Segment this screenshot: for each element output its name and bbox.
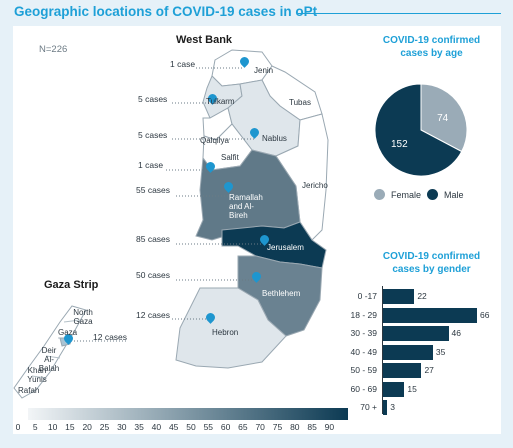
scale-tick-label: 70 (255, 422, 265, 432)
label-tubas: Tubas (289, 98, 311, 107)
label-nablus: Nablus (262, 134, 287, 143)
bar-category-label: 30 - 39 (350, 328, 377, 338)
bar-chart-axis (382, 286, 383, 414)
scale-tick-label: 65 (238, 422, 248, 432)
legend-female-swatch (374, 189, 385, 200)
pie-slice-female (420, 83, 468, 153)
scale-tick-label: 85 (307, 422, 317, 432)
bar (383, 326, 449, 341)
scale-tick-label: 5 (32, 422, 38, 432)
scale-tick-label: 75 (272, 422, 283, 432)
map-region-hebron (175, 287, 287, 369)
map-gaza-divider-1 (63, 319, 81, 323)
label-jerusalem: Jerusalem (267, 243, 304, 252)
scale-tick-label: 60 (220, 422, 231, 432)
map-region-gaza-strip (13, 305, 87, 399)
legend-female-label: Female (391, 190, 422, 200)
scale-tick-label: 10 (47, 422, 58, 432)
bar (383, 307, 477, 323)
label-bethlehem: Bethlehem (262, 289, 301, 298)
age-pie-chart: 74 152 (374, 83, 468, 177)
label-hebron: Hebron (212, 328, 239, 337)
map-gaza-divider-4 (31, 375, 47, 379)
age-chart-title: COVID-19 confirmed cases by age (382, 35, 481, 59)
header-rule (298, 13, 501, 14)
pie-value-label: 152 (391, 139, 408, 150)
label-ramallah: Ramallah and Al-Bireh (229, 193, 263, 220)
scale-tick-label: 80 (290, 422, 300, 432)
bar (383, 363, 422, 378)
bar-category-label: 50 - 59 (350, 365, 377, 375)
scale-tick-label: 25 (99, 422, 110, 432)
map-gaza-divider-3 (45, 355, 61, 359)
bar (383, 381, 405, 397)
case-label-hebron: 12 cases (136, 310, 171, 320)
bar-category-label: 0 -17 (357, 291, 377, 301)
scale-tick-label: 0 (15, 422, 21, 432)
legend-male-swatch (427, 189, 438, 200)
bar-value-label: 35 (435, 346, 446, 357)
case-label-gaza: 12 cases (93, 332, 128, 342)
case-label-tulkarm: 5 cases (138, 94, 168, 104)
sample-size-label: N=226 (39, 44, 68, 55)
bar-value-label: 3 (390, 402, 395, 412)
label-salfit: Salfit (221, 153, 239, 162)
color-scale-bar (28, 408, 348, 420)
case-label-ramallah: 55 cases (136, 185, 171, 195)
scale-tick-label: 30 (117, 422, 127, 432)
scale-tick-label: 35 (134, 422, 144, 432)
header: Geographic locations of COVID-19 cases i… (0, 0, 513, 28)
label-jericho: Jericho (302, 181, 328, 190)
scale-tick-label: 55 (203, 422, 214, 432)
case-label-jenin: 1 case (170, 59, 196, 69)
bar-value-label: 15 (407, 383, 417, 394)
label-jenin: Jenin (254, 66, 274, 75)
scale-tick-label: 20 (82, 422, 92, 432)
legend-male-label: Male (444, 190, 464, 200)
label-north-gaza: North Gaza (73, 308, 93, 326)
page-title: Geographic locations of COVID-19 cases i… (14, 4, 318, 19)
label-gaza: Gaza (58, 328, 78, 337)
case-label-jerusalem: 85 cases (136, 234, 171, 244)
scale-tick-label: 40 (151, 422, 162, 432)
gaza-strip-title: Gaza Strip (44, 279, 99, 291)
label-tulkarm: Tulkarm (206, 97, 235, 106)
label-deir-al-balah: Deir Al-Balah (38, 346, 60, 373)
west-bank-title: West Bank (176, 34, 233, 46)
label-rafah: Rafah (18, 386, 40, 395)
bar-category-label: 18 - 29 (350, 309, 377, 320)
case-label-nablus: 5 cases (138, 130, 168, 140)
bar-value-label: 46 (451, 328, 461, 338)
scale-tick-label: 45 (168, 422, 179, 432)
bar (383, 289, 415, 304)
bar-value-label: 22 (417, 291, 427, 301)
gender-chart-title: COVID-19 confirmed cases by gender (382, 251, 481, 275)
bar-category-label: 70 + (360, 402, 377, 412)
case-label-bethlehem: 50 cases (136, 270, 171, 280)
bar-value-label: 66 (480, 309, 490, 320)
case-label-salfit: 1 case (138, 160, 164, 170)
label-qalqilya: Qalqilya (200, 136, 229, 145)
scale-tick-label: 90 (324, 422, 335, 432)
bar-category-label: 60 - 69 (350, 383, 377, 394)
bar-category-label: 40 - 49 (350, 346, 377, 357)
label-khan-yunis: Khan Yunis (27, 366, 47, 384)
pie-value-label: 74 (437, 113, 449, 124)
bar-value-label: 27 (424, 365, 434, 375)
bar (383, 344, 433, 360)
pie-slice-male (374, 83, 463, 177)
scale-tick-label: 50 (186, 422, 196, 432)
scale-tick-label: 15 (65, 422, 75, 432)
bar (383, 400, 388, 415)
